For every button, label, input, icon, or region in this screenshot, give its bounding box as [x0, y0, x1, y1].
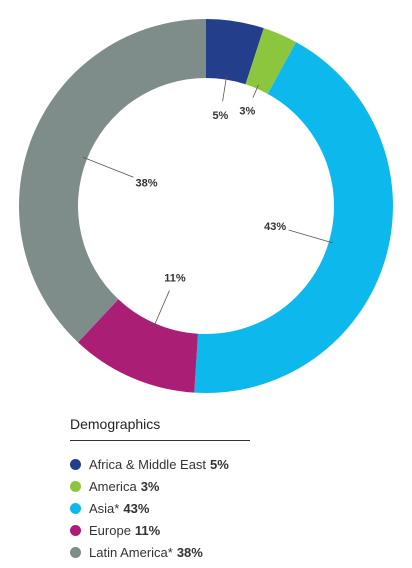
leader-line-asia — [288, 229, 333, 244]
legend-value: 38% — [176, 544, 203, 560]
legend-item-europe: Europe 11% — [70, 519, 250, 541]
legend-item-latin-america: Latin America* 38% — [70, 541, 250, 563]
donut-slice-asia — [194, 42, 394, 394]
legend-label: America — [89, 478, 137, 494]
leader-line-america — [252, 84, 259, 98]
donut-slice-africa-middle-east — [206, 19, 264, 85]
legend-swatch-asia — [70, 502, 81, 514]
data-label-europe: 11% — [164, 273, 186, 285]
legend-value: 3% — [140, 478, 160, 494]
data-label-africa-middle-east: 5% — [212, 110, 228, 122]
leader-line-europe — [153, 290, 170, 328]
leader-line-latin-america — [83, 157, 134, 178]
data-label-latin-america: 38% — [135, 177, 157, 189]
legend-value: 11% — [134, 522, 161, 538]
leader-line-africa-middle-east — [222, 75, 228, 102]
legend-swatch-africa-middle-east — [70, 458, 81, 470]
legend-swatch-latin-america — [70, 546, 81, 558]
legend-item-asia: Asia* 43% — [70, 497, 250, 519]
legend-value: 43% — [123, 500, 150, 516]
data-label-asia: 43% — [264, 221, 286, 233]
legend-title: Demographics — [70, 416, 250, 441]
legend-swatch-america — [70, 480, 81, 492]
legend-item-america: America 3% — [70, 475, 250, 497]
legend-label: Latin America* — [89, 544, 173, 560]
donut-slice-europe — [77, 299, 198, 393]
donut-chart: 5% 3% 43% 11% 38% — [19, 19, 394, 394]
legend-label: Asia* — [89, 500, 120, 516]
data-label-america: 3% — [239, 106, 255, 118]
donut-slice-latin-america — [19, 19, 207, 343]
legend-value: 5% — [210, 456, 229, 472]
legend-label: Europe — [89, 522, 131, 538]
legend-swatch-europe — [70, 524, 81, 536]
donut-slice-america — [245, 28, 297, 94]
legend-label: Africa & Middle East — [89, 456, 207, 472]
legend-item-africa-middle-east: Africa & Middle East 5% — [70, 453, 250, 475]
legend: Demographics Africa & Middle East 5% Ame… — [70, 416, 250, 563]
donut-chart-svg: 5% 3% 43% 11% 38% — [19, 19, 394, 394]
